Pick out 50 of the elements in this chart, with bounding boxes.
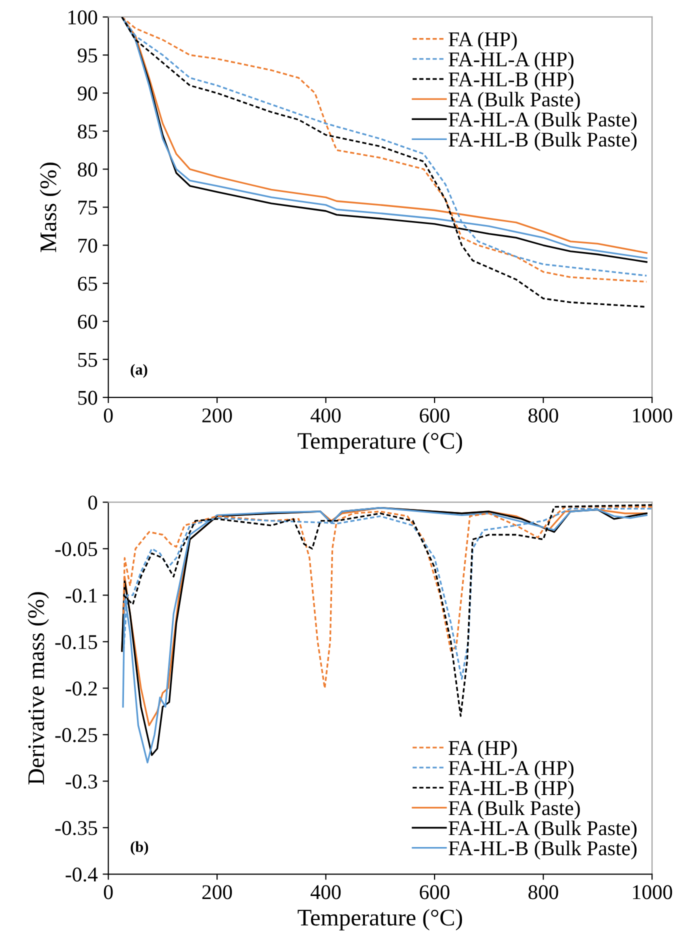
legend-label: FA-HL-B (HP): [448, 780, 574, 800]
legend-label: FA (Bulk Paste): [448, 800, 580, 820]
legend-label: FA (HP): [448, 740, 517, 760]
y-tick-label: 60: [78, 314, 98, 329]
x-axis-title: Temperature (°C): [298, 432, 462, 454]
y-axis-title: Mass (%): [40, 162, 62, 252]
x-tick-label: 200: [202, 885, 232, 900]
y-tick-label: 95: [78, 48, 98, 62]
legend-label: FA-HL-A (HP): [448, 760, 574, 780]
y-tick-label: 100: [68, 10, 98, 24]
y-tick-label: 70: [78, 238, 98, 253]
x-tick-label: 600: [420, 885, 450, 900]
y-tick-label: -0.3: [66, 774, 98, 789]
legend-label: FA-HL-A (Bulk Paste): [448, 112, 637, 131]
y-tick-label: -0.4: [66, 868, 98, 882]
y-tick-label: 55: [78, 352, 98, 367]
legend-label: FA-HL-B (Bulk Paste): [448, 840, 637, 860]
y-tick-label: -0.15: [55, 635, 98, 650]
legend-label: FA (HP): [448, 32, 517, 51]
y-tick-label: 65: [78, 276, 98, 291]
legend-label: FA-HL-B (HP): [448, 72, 574, 91]
x-tick-label: 800: [528, 885, 558, 900]
x-axis-title: Temperature (°C): [298, 909, 462, 930]
x-tick-label: 600: [420, 408, 450, 422]
y-tick-label: 50: [78, 390, 98, 405]
y-tick-label: 85: [78, 124, 98, 139]
y-tick-label: -0.35: [55, 821, 98, 836]
legend-label: FA-HL-A (HP): [448, 52, 574, 71]
y-tick-label: 0: [88, 496, 98, 510]
y-tick-label: -0.05: [55, 542, 98, 556]
y-tick-label: 75: [78, 200, 98, 215]
y-tick-label: -0.2: [66, 682, 97, 696]
y-tick-label: 90: [78, 86, 98, 101]
x-tick-label: 0: [104, 408, 113, 422]
annotation: (b): [130, 841, 148, 856]
legend-label: FA (Bulk Paste): [448, 92, 580, 111]
x-tick-label: 1000: [633, 408, 672, 422]
legend-label: FA-HL-A (Bulk Paste): [448, 820, 637, 840]
y-tick-label: 80: [78, 162, 98, 177]
x-tick-label: 0: [104, 885, 113, 900]
x-tick-label: 1000: [633, 885, 672, 900]
x-tick-label: 400: [310, 408, 341, 422]
x-tick-label: 400: [310, 885, 341, 900]
y-tick-label: -0.25: [55, 728, 98, 742]
y-tick-label: -0.1: [66, 588, 97, 603]
x-tick-label: 200: [202, 408, 232, 422]
x-tick-label: 800: [528, 408, 558, 422]
y-axis-title: Derivative mass (%): [28, 592, 49, 785]
legend-label: FA-HL-B (Bulk Paste): [448, 132, 637, 151]
annotation: (a): [130, 364, 148, 378]
